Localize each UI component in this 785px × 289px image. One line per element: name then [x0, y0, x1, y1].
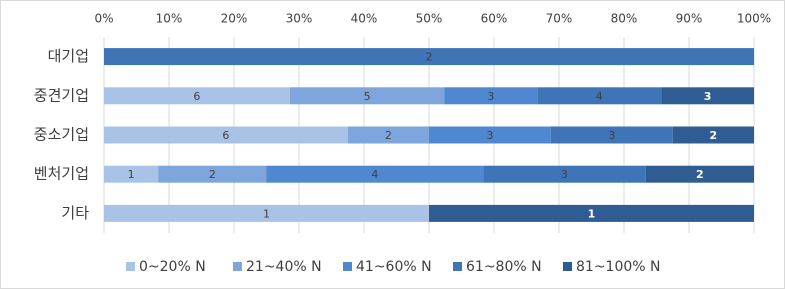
y-tick-label: 중소기업: [34, 126, 89, 144]
data-label: 3: [561, 168, 568, 181]
bar-segment: [537, 87, 662, 105]
bar-segment: [104, 48, 754, 66]
legend-swatch: [126, 262, 135, 271]
x-tick-label: 80%: [611, 12, 638, 26]
data-label: 1: [588, 207, 596, 220]
data-label: 3: [486, 129, 493, 142]
x-tick-label: 70%: [546, 12, 573, 26]
data-label: 2: [426, 51, 433, 64]
data-label: 3: [704, 90, 712, 103]
data-label: 6: [222, 129, 229, 142]
x-tick-label: 100%: [737, 12, 771, 26]
bar-segment: [429, 126, 551, 144]
data-label: 1: [128, 168, 135, 181]
bar-segment: [289, 87, 445, 105]
legend-label: 81~100% N: [576, 259, 661, 275]
x-tick-label: 0%: [94, 12, 113, 26]
data-label: 4: [596, 90, 603, 103]
data-label: 2: [710, 129, 718, 142]
bar-segment: [483, 165, 646, 183]
data-label: 2: [209, 168, 216, 181]
bar-segment: [104, 165, 159, 183]
x-tick-label: 90%: [676, 12, 703, 26]
bar-segment: [550, 126, 673, 144]
data-label: 2: [696, 168, 704, 181]
data-label: 4: [371, 168, 378, 181]
bar-segment: [645, 165, 754, 183]
legend-swatch: [343, 262, 352, 271]
bar-segment: [347, 126, 429, 144]
y-tick-label: 대기업: [48, 47, 89, 65]
x-tick-label: 50%: [416, 12, 443, 26]
data-label: 3: [608, 129, 615, 142]
bar-segment: [672, 126, 754, 144]
data-label: 1: [263, 207, 270, 220]
bar-segment: [104, 204, 429, 222]
legend-label: 61~80% N: [466, 259, 542, 275]
legend-label: 0~20% N: [139, 259, 206, 275]
x-tick-label: 10%: [156, 12, 183, 26]
x-tick-label: 60%: [481, 12, 508, 26]
data-label: 3: [487, 90, 494, 103]
bar-segment: [266, 165, 484, 183]
legend-label: 41~60% N: [356, 259, 432, 275]
data-label: 6: [193, 90, 200, 103]
y-tick-label: 기타: [61, 204, 89, 222]
data-label: 2: [385, 129, 392, 142]
bar-segment: [661, 87, 754, 105]
data-label: 5: [364, 90, 371, 103]
bar-segment: [429, 204, 754, 222]
bar-segment: [158, 165, 267, 183]
legend-swatch: [233, 262, 242, 271]
x-tick-label: 40%: [351, 12, 378, 26]
x-tick-label: 20%: [221, 12, 248, 26]
y-tick-label: 벤처기업: [34, 165, 89, 183]
bar-segment: [104, 87, 290, 105]
y-tick-label: 중견기업: [34, 86, 89, 104]
legend-swatch: [563, 262, 572, 271]
legend-swatch: [453, 262, 462, 271]
legend-label: 21~40% N: [246, 259, 322, 275]
bar-segment: [444, 87, 538, 105]
bar-segment: [104, 126, 348, 144]
x-tick-label: 30%: [286, 12, 313, 26]
